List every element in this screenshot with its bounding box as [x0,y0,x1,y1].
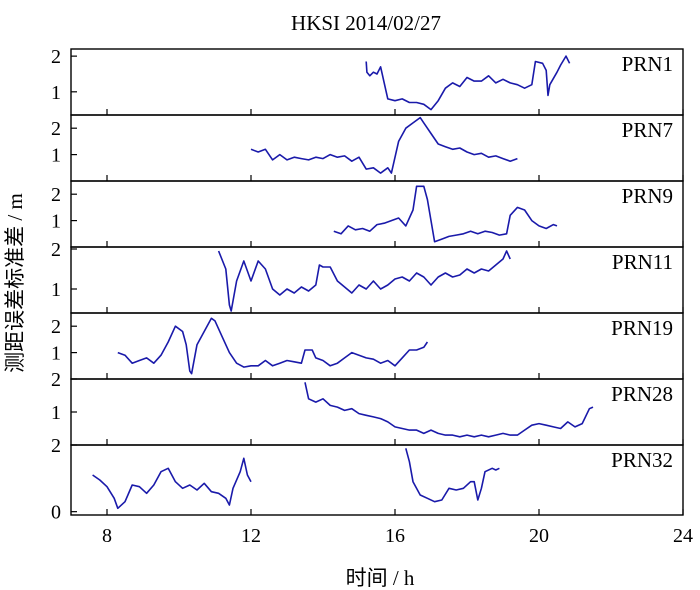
panel-prn32: 0 2 PRN32 [51,435,684,524]
panel-prn11: 1 2 PRN11 [51,239,684,314]
y-tick-label: 1 [51,211,61,233]
x-axis-label: 时间 / h [346,566,415,590]
y-tick-label: 2 [51,184,61,206]
y-tick-label: 2 [51,369,61,391]
y-tick-label: 2 [51,46,61,68]
series-line-prn32 [92,457,252,510]
x-tick-label: 20 [529,525,549,547]
panel-prn28: 1 2 PRN28 [51,369,684,446]
y-tick-label: 0 [51,502,61,524]
chart-title: HKSI 2014/02/27 [291,11,441,35]
y-tick-label: 1 [51,402,61,424]
y-tick-label: 2 [51,239,61,261]
y-tick-label: 1 [51,279,61,301]
panel-label: PRN28 [611,382,673,406]
panel-frame [70,180,684,248]
series-line-prn32 [405,448,500,503]
series-line-prn19 [117,317,429,375]
x-tick-label: 12 [241,525,261,547]
x-tick-label: 16 [385,525,405,547]
y-axis-label: 测距误差标准差 / m [3,193,27,373]
y-tick-label: 1 [51,82,61,104]
panel-label: PRN9 [622,184,673,208]
series-line-prn11 [217,250,511,312]
panel-label: PRN1 [622,52,673,76]
y-tick-label: 1 [51,343,61,365]
panel-frame [70,312,684,380]
panel-label: PRN32 [611,448,673,472]
x-tick-label: 24 [673,525,693,547]
panel-prn19: 1 2 PRN19 [51,312,684,380]
series-line-prn28 [304,382,594,438]
series-line-prn7 [250,116,518,174]
panel-prn1: 1 2 PRN1 [51,46,684,116]
series-line-prn9 [333,185,558,243]
y-tick-label: 2 [51,316,61,338]
series-line-prn1 [365,55,571,111]
y-tick-label: 1 [51,145,61,167]
panel-frame [70,378,684,446]
y-tick-label: 2 [51,435,61,457]
panel-label: PRN19 [611,316,673,340]
panel-frame [70,444,684,516]
y-tick-label: 2 [51,118,61,140]
x-axis: 8 12 16 20 24 [102,525,693,547]
panel-frame [70,246,684,314]
panel-frame [70,48,684,116]
x-tick-label: 8 [102,525,112,547]
panel-prn9: 1 2 PRN9 [51,180,684,248]
panel-label: PRN11 [612,250,673,274]
panel-prn7: 1 2 PRN7 [51,114,684,182]
panel-label: PRN7 [622,118,673,142]
